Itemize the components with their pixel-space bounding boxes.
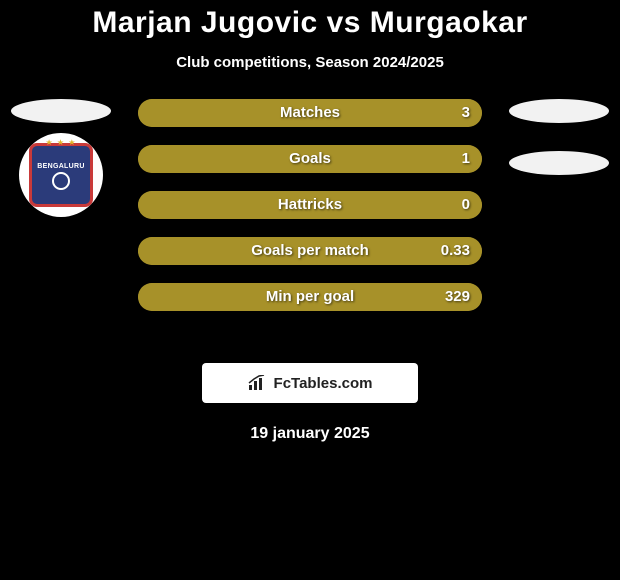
player-right-column bbox=[504, 99, 614, 175]
stat-row: Hattricks0 bbox=[138, 191, 482, 219]
stat-row: Min per goal329 bbox=[138, 283, 482, 311]
stat-label: Matches bbox=[138, 99, 482, 127]
stat-value-right: 0 bbox=[462, 191, 470, 219]
stat-value-right: 0.33 bbox=[441, 237, 470, 265]
player-right-face-2 bbox=[509, 151, 609, 175]
page-title: Marjan Jugovic vs Murgaokar bbox=[0, 0, 620, 40]
player-left-club-badge: ★ ★ ★ BENGALURU bbox=[19, 133, 103, 217]
stat-bars: Matches3Goals1Hattricks0Goals per match0… bbox=[138, 99, 482, 311]
stat-label: Goals per match bbox=[138, 237, 482, 265]
stat-row: Goals1 bbox=[138, 145, 482, 173]
club-stars-icon: ★ ★ ★ bbox=[46, 138, 77, 147]
attribution-badge: FcTables.com bbox=[202, 363, 418, 403]
attribution-text: FcTables.com bbox=[274, 375, 373, 392]
stat-row: Goals per match0.33 bbox=[138, 237, 482, 265]
comparison-area: ★ ★ ★ BENGALURU Matches3Goals1Hattricks0… bbox=[0, 99, 620, 339]
stat-row: Matches3 bbox=[138, 99, 482, 127]
player-left-column: ★ ★ ★ BENGALURU bbox=[6, 99, 116, 217]
player-right-face-1 bbox=[509, 99, 609, 123]
club-badge-inner: ★ ★ ★ BENGALURU bbox=[29, 143, 93, 207]
club-name: BENGALURU bbox=[37, 163, 84, 170]
stat-value-right: 329 bbox=[445, 283, 470, 311]
date-text: 19 january 2025 bbox=[0, 425, 620, 443]
stat-value-right: 1 bbox=[462, 145, 470, 173]
chart-icon bbox=[248, 375, 268, 391]
stat-label: Hattricks bbox=[138, 191, 482, 219]
player-left-face bbox=[11, 99, 111, 123]
subtitle: Club competitions, Season 2024/2025 bbox=[0, 54, 620, 71]
stat-label: Min per goal bbox=[138, 283, 482, 311]
stat-label: Goals bbox=[138, 145, 482, 173]
club-ball-icon bbox=[52, 172, 70, 190]
stat-value-right: 3 bbox=[462, 99, 470, 127]
